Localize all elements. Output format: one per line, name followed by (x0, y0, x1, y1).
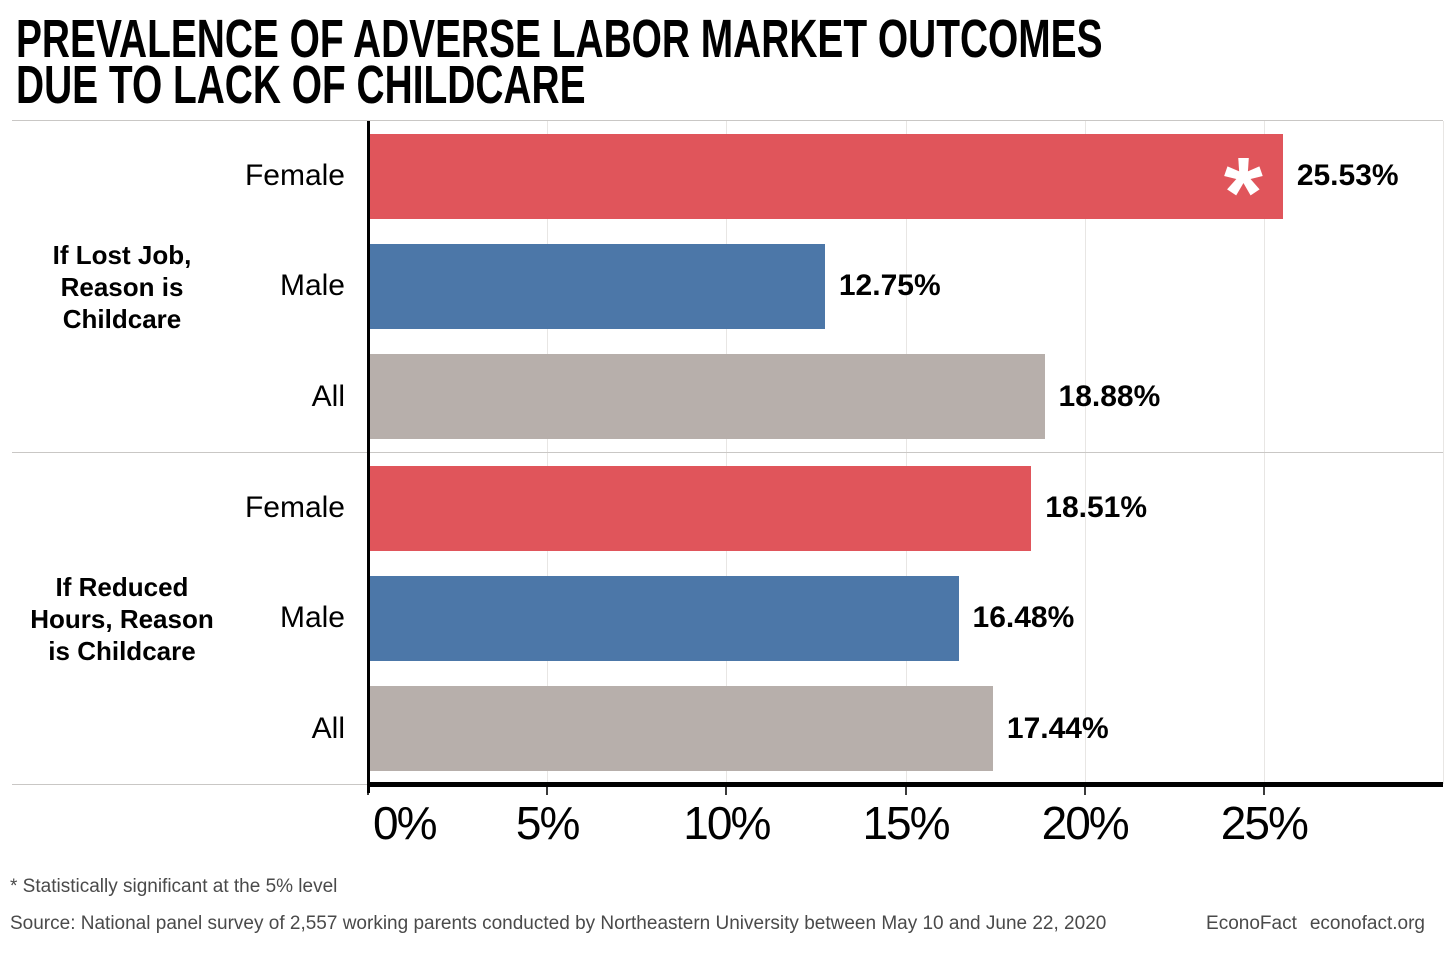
value-label: 17.44% (1006, 711, 1109, 745)
category-label: All (311, 711, 345, 745)
x-axis-tick (546, 786, 549, 795)
x-axis-tick (904, 786, 907, 795)
bar-lost-job-female: * (368, 133, 1283, 243)
x-tick-label: 25% (1220, 797, 1309, 849)
source-footnote: Source: National panel survey of 2,557 w… (10, 913, 1107, 934)
x-tick-label: 10% (683, 797, 771, 849)
category-label: Male (279, 269, 345, 303)
x-axis-ticks: 0% 5% 10% 15% 20% 25% (367, 784, 1443, 859)
value-label: 12.75% (838, 269, 941, 303)
group-label-lost-job: If Lost Job, Reason is Childcare (52, 239, 192, 334)
bar-row: Male * 16.48% (12, 563, 1443, 673)
x-tick-label: 15% (862, 797, 950, 849)
bar-track: * 12.75% (368, 231, 1443, 341)
bar-chart: If Lost Job, Reason is Childcare Female … (12, 120, 1444, 849)
category-label: All (311, 379, 345, 413)
value-label: 25.53% (1296, 159, 1399, 193)
bar-row: Female * 18.51% (12, 453, 1443, 563)
x-tick-label: 5% (515, 797, 581, 849)
bar-lost-job-all: * (368, 354, 1045, 440)
y-axis-line (367, 121, 370, 793)
bar-track: * 18.88% (368, 342, 1443, 452)
group-label-reduced-hours: If Reduced Hours, Reason is Childcare (30, 571, 214, 666)
bar-row: Female * 25.53% (12, 121, 1443, 243)
x-axis-tick (1083, 786, 1086, 795)
category-label: Female (244, 491, 345, 525)
category-label: Male (279, 601, 345, 635)
bar-reduced-hours-male: * (368, 575, 959, 661)
gridline (1443, 121, 1444, 784)
significance-asterisk-icon: * (1223, 136, 1263, 249)
brand-site: econofact.org (1309, 913, 1425, 934)
value-label: 16.48% (972, 601, 1075, 635)
bar-lost-job-male: * (368, 243, 825, 329)
value-label: 18.88% (1058, 379, 1161, 413)
brand-line: EconoFact econofact.org (1206, 913, 1425, 935)
bar-reduced-hours-all: * (368, 686, 993, 772)
chart-title: PREVALENCE OF ADVERSE LABOR MARKET OUTCO… (16, 9, 1103, 115)
chart-title-line1: PREVALENCE OF ADVERSE LABOR MARKET OUTCO… (16, 9, 1103, 69)
x-axis-tick (725, 786, 728, 795)
significance-footnote: * Statistically significant at the 5% le… (10, 876, 338, 897)
x-axis-line (368, 782, 1443, 787)
x-tick-label: 20% (1041, 797, 1130, 849)
bar-track: * 17.44% (368, 674, 1443, 784)
group-lost-job: If Lost Job, Reason is Childcare Female … (12, 121, 1443, 453)
x-axis-tick (1262, 786, 1265, 795)
x-tick-label: 0% (373, 797, 438, 849)
bar-row: All * 17.44% (12, 674, 1443, 784)
bar-track: * 16.48% (368, 563, 1443, 673)
bar-track: * 18.51% (368, 453, 1443, 563)
value-label: 18.51% (1045, 491, 1148, 525)
chart-title-line2: DUE TO LACK OF CHILDCARE (16, 55, 586, 115)
brand-name: EconoFact (1206, 913, 1297, 934)
bar-row: Male * 12.75% (12, 231, 1443, 341)
chart-groups: If Lost Job, Reason is Childcare Female … (12, 121, 1443, 784)
bar-track: * 25.53% (368, 121, 1443, 243)
category-label: Female (244, 159, 345, 193)
bar-row: All * 18.88% (12, 342, 1443, 452)
bar-reduced-hours-female: * (368, 465, 1032, 551)
group-reduced-hours: If Reduced Hours, Reason is Childcare Fe… (12, 453, 1443, 784)
